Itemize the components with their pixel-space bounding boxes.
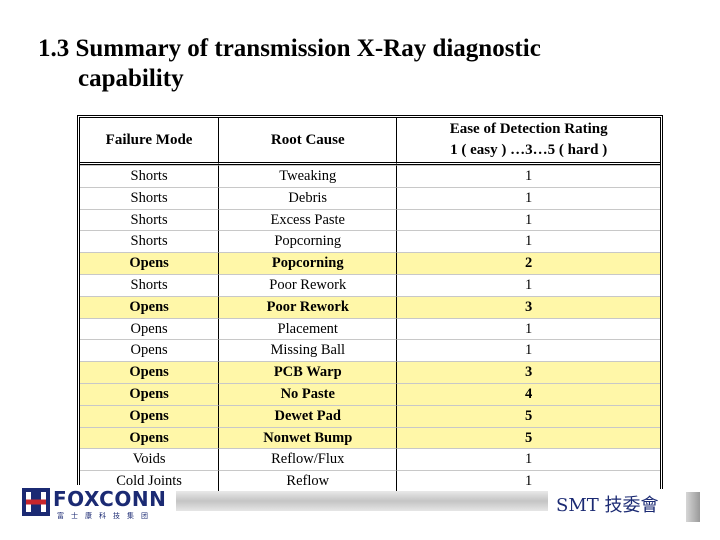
cell-root-cause: Tweaking xyxy=(219,165,398,187)
cell-failure-mode: Shorts xyxy=(80,273,220,296)
cell-detection-rating: 1 xyxy=(397,339,660,361)
summary-table-container: Failure Mode Root Cause Ease of Detectio… xyxy=(77,115,663,495)
cell-detection-rating: 1 xyxy=(397,448,660,470)
cell-root-cause: Poor Rework xyxy=(219,273,398,296)
footer: FOXCONN 富士康科技集团 SMT 技委會 xyxy=(0,480,720,540)
header-root-cause: Root Cause xyxy=(219,118,398,165)
table-row: Opens Nonwet Bump 5 xyxy=(80,426,660,449)
foxconn-logo: FOXCONN 富士康科技集团 xyxy=(18,485,176,521)
cell-detection-rating: 1 xyxy=(397,230,660,252)
cell-failure-mode: Opens xyxy=(80,295,220,318)
cell-failure-mode: Opens xyxy=(80,404,220,427)
cell-failure-mode: Shorts xyxy=(80,208,220,231)
cell-failure-mode: Opens xyxy=(80,317,220,340)
cell-root-cause: Reflow xyxy=(219,470,398,492)
cell-root-cause: Reflow/Flux xyxy=(219,448,398,471)
header-detection-rating: Ease of Detection Rating 1 ( easy ) …3…5… xyxy=(397,118,660,165)
summary-table: Failure Mode Root Cause Ease of Detectio… xyxy=(77,115,663,495)
cell-failure-mode: Voids xyxy=(80,448,220,471)
foxconn-logo-subtitle: 富士康科技集团 xyxy=(57,512,155,520)
slide-title-line2: capability xyxy=(78,65,184,92)
table-row: Shorts Excess Paste 1 xyxy=(80,208,660,231)
cell-root-cause: Nonwet Bump xyxy=(219,426,398,449)
foxconn-logo-text: FOXCONN xyxy=(53,487,167,511)
header-detection-rating-line2: 1 ( easy ) …3…5 ( hard ) xyxy=(450,142,608,158)
cell-detection-rating: 5 xyxy=(397,404,660,427)
cell-failure-mode: Opens xyxy=(80,382,220,405)
cell-root-cause: Popcorning xyxy=(219,252,398,274)
cell-root-cause: Placement xyxy=(219,317,398,340)
cell-failure-mode: Opens xyxy=(80,252,220,274)
cell-failure-mode: Opens xyxy=(80,339,220,362)
header-failure-mode: Failure Mode xyxy=(80,118,220,165)
slide-title-line1: 1.3 Summary of transmission X-Ray diagno… xyxy=(38,35,541,62)
cell-root-cause: Debris xyxy=(219,186,398,209)
cell-root-cause: Excess Paste xyxy=(219,208,398,231)
cell-root-cause: PCB Warp xyxy=(219,361,398,383)
table-row: Shorts Tweaking 1 xyxy=(80,165,660,187)
cell-detection-rating: 5 xyxy=(397,426,660,449)
cell-detection-rating: 3 xyxy=(397,361,660,383)
table-row: Shorts Popcorning 1 xyxy=(80,230,660,253)
footer-bar xyxy=(70,491,670,511)
smt-committee-label: SMT 技委會 xyxy=(548,489,670,516)
table-row: Shorts Debris 1 xyxy=(80,186,660,209)
cell-detection-rating: 1 xyxy=(397,273,660,296)
cell-failure-mode: Shorts xyxy=(80,186,220,209)
cell-root-cause: No Paste xyxy=(219,382,398,405)
table-row: Opens Poor Rework 3 xyxy=(80,295,660,318)
cell-detection-rating: 1 xyxy=(397,165,660,187)
footer-bar-end xyxy=(686,492,700,522)
cell-detection-rating: 3 xyxy=(397,295,660,318)
header-detection-rating-line1: Ease of Detection Rating xyxy=(449,121,608,137)
cell-detection-rating: 1 xyxy=(397,470,660,492)
cell-failure-mode: Opens xyxy=(80,361,220,383)
cell-detection-rating: 4 xyxy=(397,382,660,405)
cell-detection-rating: 2 xyxy=(397,252,660,274)
cell-failure-mode: Shorts xyxy=(80,230,220,253)
cell-root-cause: Missing Ball xyxy=(219,339,398,362)
foxconn-logo-icon xyxy=(22,488,50,516)
table-row: Opens Popcorning 2 xyxy=(80,252,660,274)
table-row: Opens Dewet Pad 5 xyxy=(80,404,660,427)
cell-root-cause: Poor Rework xyxy=(219,295,398,318)
table-row: Opens Placement 1 xyxy=(80,317,660,340)
cell-failure-mode: Shorts xyxy=(80,165,220,187)
table-row: Voids Reflow/Flux 1 xyxy=(80,448,660,471)
cell-detection-rating: 1 xyxy=(397,186,660,209)
cell-failure-mode: Opens xyxy=(80,426,220,449)
cell-root-cause: Popcorning xyxy=(219,230,398,253)
cell-root-cause: Dewet Pad xyxy=(219,404,398,427)
table-header-row: Failure Mode Root Cause Ease of Detectio… xyxy=(80,118,660,165)
table-body: Shorts Tweaking 1 Shorts Debris 1 Shorts Excess… xyxy=(80,165,660,492)
table-row: Opens PCB Warp 3 xyxy=(80,361,660,383)
table-row: Shorts Poor Rework 1 xyxy=(80,273,660,296)
cell-detection-rating: 1 xyxy=(397,317,660,340)
smt-committee-text: SMT 技委會 xyxy=(556,495,659,516)
slide-title: 1.3 Summary of transmission X-Ray diagno… xyxy=(38,34,678,94)
table-row: Opens No Paste 4 xyxy=(80,382,660,405)
cell-detection-rating: 1 xyxy=(397,208,660,231)
table-row: Opens Missing Ball 1 xyxy=(80,339,660,362)
